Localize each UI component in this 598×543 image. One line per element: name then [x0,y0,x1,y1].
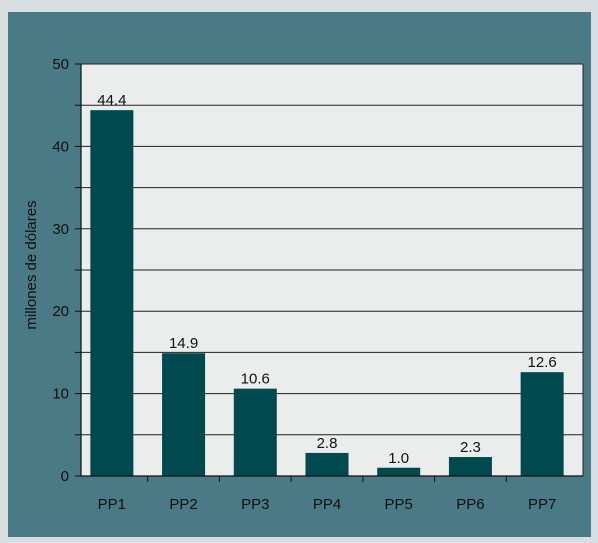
bar-pp2 [162,353,206,476]
x-tick-label: PP7 [528,496,556,513]
bar-value-label: 2.3 [460,439,481,456]
y-tick-label: 50 [52,56,69,73]
labels: 0 10 20 30 40 50 44.4 PP1 14.9 PP2 10.6 PP3 2.8 PP4 1.… [52,56,556,513]
y-tick-label: 30 [52,221,69,238]
y-tick-label: 10 [52,386,69,403]
x-tick-label: PP1 [98,496,126,513]
bar-pp1 [90,110,134,477]
axes [75,63,584,482]
bar-value-label: 2.8 [317,435,338,452]
x-tick-label: PP2 [169,496,197,513]
chart-frame: 0 10 20 30 40 50 44.4 PP1 14.9 PP2 10.6 PP3 2.8 PP4 1.… [8,12,591,537]
bar-pp3 [233,388,277,476]
y-tick-label: 40 [52,138,69,155]
bar-value-label: 1.0 [388,450,409,467]
x-tick-label: PP4 [313,496,341,513]
bar-pp7 [520,372,564,476]
bar-pp6 [448,457,492,476]
bars [90,110,564,477]
y-tick-label: 20 [52,303,69,320]
bar-value-label: 44.4 [97,92,126,109]
x-tick-label: PP5 [385,496,413,513]
bar-chart: 0 10 20 30 40 50 44.4 PP1 14.9 PP2 10.6 PP3 2.8 PP4 1.… [23,56,584,513]
y-tick-label: 0 [61,468,69,485]
y-axis-label: millones de dólares [23,200,40,329]
bar-value-label: 14.9 [169,335,198,352]
x-tick-label: PP6 [456,496,484,513]
x-tick-label: PP3 [241,496,269,513]
bar-value-label: 12.6 [528,354,557,371]
bar-pp5 [377,467,421,476]
bar-value-label: 10.6 [241,371,270,388]
bar-pp4 [305,452,349,476]
